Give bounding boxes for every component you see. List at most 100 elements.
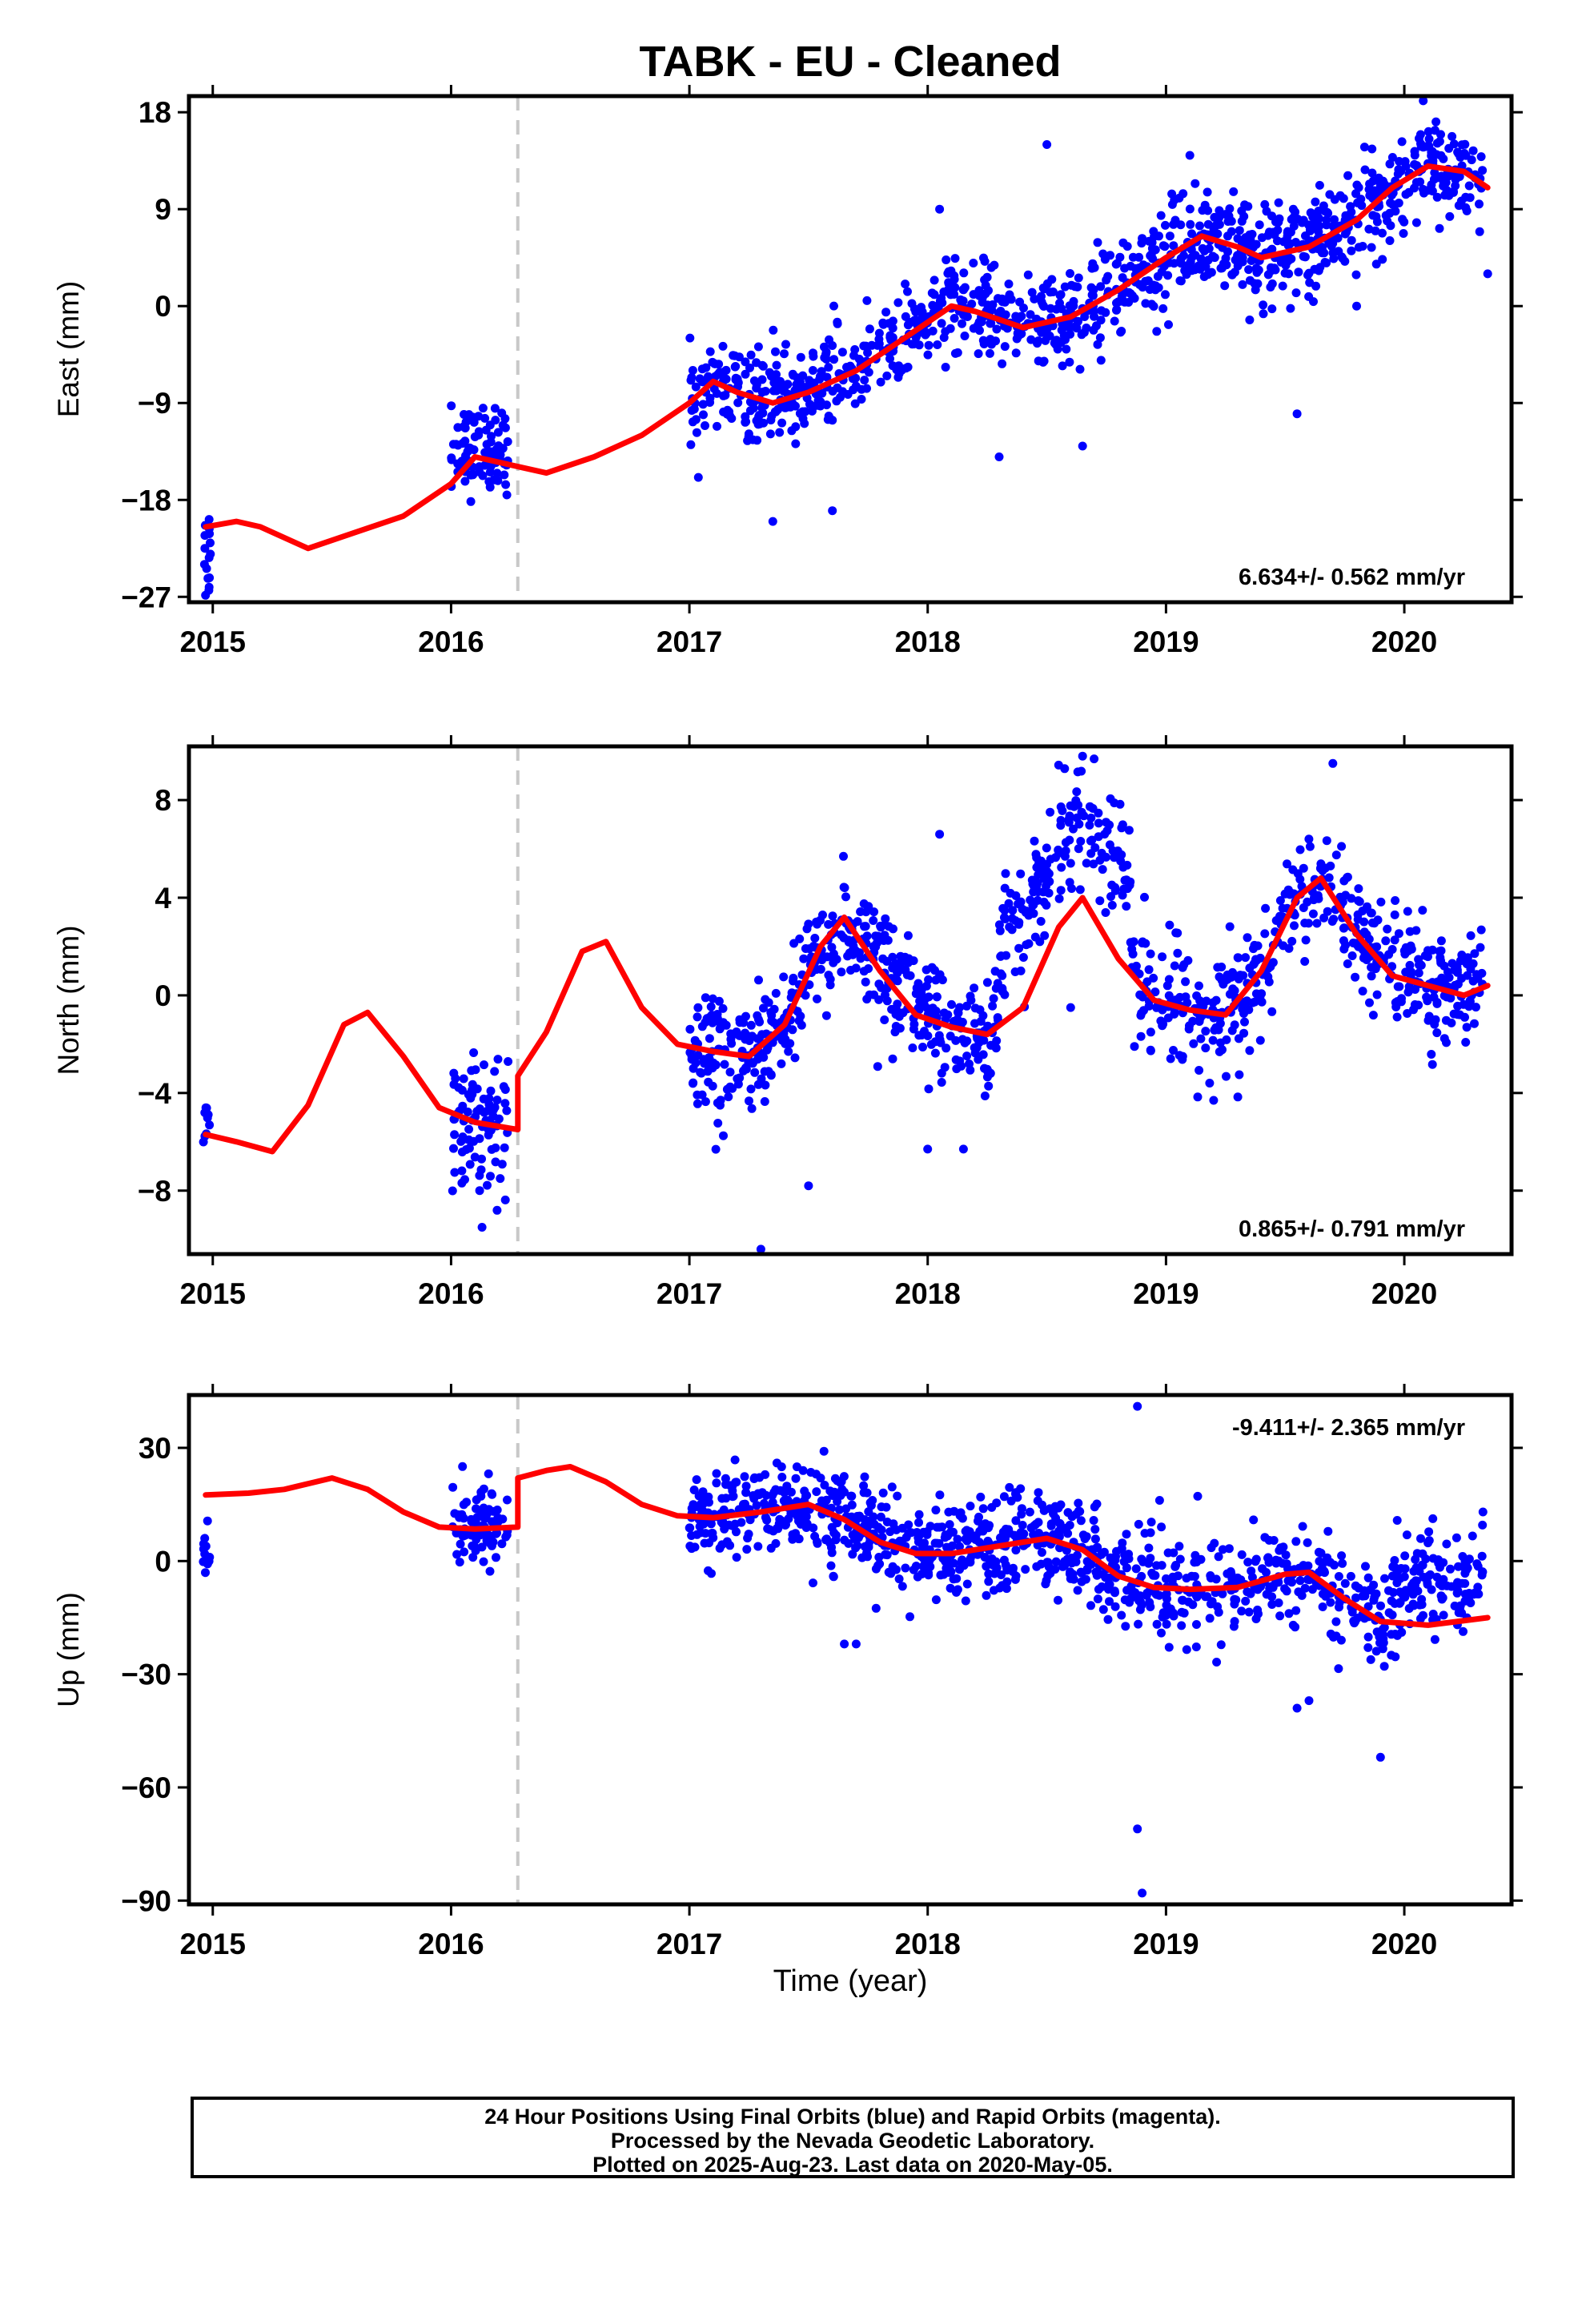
data-point <box>1449 139 1459 149</box>
data-point <box>1103 1614 1113 1624</box>
data-point <box>1406 941 1415 951</box>
data-point <box>724 1092 733 1102</box>
x-tick-label: 2020 <box>1371 1277 1437 1310</box>
data-point <box>1255 220 1264 230</box>
data-point <box>715 1543 725 1553</box>
data-point <box>1362 930 1371 939</box>
data-point <box>1013 1493 1022 1502</box>
data-point <box>1181 992 1191 1002</box>
data-point <box>693 1003 703 1012</box>
data-point <box>1466 1598 1476 1607</box>
plot-frame <box>187 94 1514 605</box>
data-point <box>976 1492 986 1502</box>
data-point <box>838 387 847 396</box>
data-point <box>1430 1634 1439 1644</box>
data-point <box>1400 1551 1410 1561</box>
data-point <box>1044 869 1054 879</box>
data-point <box>741 1488 751 1498</box>
data-point <box>1165 920 1174 930</box>
data-point <box>1164 1642 1174 1652</box>
data-point <box>477 1542 487 1552</box>
data-point <box>1203 187 1212 197</box>
data-point <box>1164 975 1174 984</box>
data-point <box>946 290 955 300</box>
data-point <box>1054 1526 1063 1536</box>
data-point <box>820 342 829 352</box>
data-point <box>474 427 484 436</box>
data-point <box>1075 885 1085 895</box>
data-point <box>1147 238 1157 247</box>
data-point <box>1231 1595 1241 1605</box>
data-point <box>1267 1600 1277 1609</box>
data-point <box>812 1487 821 1497</box>
data-point <box>1331 850 1341 860</box>
data-point <box>703 1067 713 1076</box>
data-point <box>759 1003 768 1013</box>
data-point <box>1128 949 1138 959</box>
data-point <box>1110 1602 1120 1611</box>
data-point <box>1367 168 1377 178</box>
x-axis-label: Time (year) <box>773 1964 928 1998</box>
data-point <box>932 992 942 1002</box>
data-point <box>486 1172 495 1181</box>
data-point <box>1183 955 1193 965</box>
data-point <box>862 995 872 1004</box>
data-point <box>1307 1585 1317 1594</box>
data-point <box>966 1502 975 1511</box>
data-point <box>1304 919 1313 928</box>
data-point <box>938 1522 947 1532</box>
data-point <box>924 340 934 350</box>
data-point <box>1275 896 1285 905</box>
data-point <box>1122 875 1131 885</box>
data-point <box>994 983 1004 992</box>
data-point <box>1169 219 1178 229</box>
data-point <box>1243 1587 1252 1597</box>
data-point <box>1442 1038 1451 1047</box>
data-point <box>1301 935 1311 945</box>
data-point <box>466 497 476 506</box>
data-point <box>820 1481 829 1490</box>
data-point <box>1441 178 1451 187</box>
data-point <box>990 260 999 270</box>
data-point <box>1057 304 1066 313</box>
data-point <box>716 1023 725 1033</box>
x-tick-label: 2018 <box>895 625 961 658</box>
data-point <box>878 1488 888 1498</box>
data-point <box>789 939 799 948</box>
data-point <box>1415 1566 1424 1576</box>
data-point <box>974 1512 983 1522</box>
y-tick-label: 18 <box>139 96 171 129</box>
data-point <box>1298 1522 1307 1531</box>
data-point <box>1385 159 1395 169</box>
data-point <box>1215 972 1224 982</box>
data-point <box>718 341 728 351</box>
data-point <box>829 355 839 364</box>
data-point <box>980 1092 990 1100</box>
data-point <box>713 421 721 431</box>
data-point <box>1477 1551 1487 1561</box>
data-point <box>1371 259 1381 269</box>
data-point <box>761 1490 771 1500</box>
data-point <box>1224 1544 1234 1554</box>
data-point <box>753 1489 763 1498</box>
data-point <box>1173 1571 1182 1581</box>
data-point <box>859 341 869 351</box>
data-point <box>448 1482 458 1492</box>
data-point <box>962 1526 971 1535</box>
data-point <box>931 975 941 985</box>
data-point <box>690 1542 700 1552</box>
data-point <box>745 363 754 372</box>
data-point <box>1208 251 1218 261</box>
data-point <box>771 988 781 998</box>
data-point <box>1191 1642 1201 1651</box>
data-point <box>458 1462 468 1471</box>
data-point <box>1059 336 1069 345</box>
data-point <box>1427 1050 1436 1059</box>
data-point <box>1334 1664 1343 1674</box>
data-point <box>1370 1592 1379 1602</box>
data-points <box>199 96 1492 600</box>
data-point <box>1365 998 1374 1007</box>
data-point <box>1233 1092 1243 1102</box>
data-point <box>1001 1524 1010 1534</box>
data-point <box>1138 1888 1147 1898</box>
